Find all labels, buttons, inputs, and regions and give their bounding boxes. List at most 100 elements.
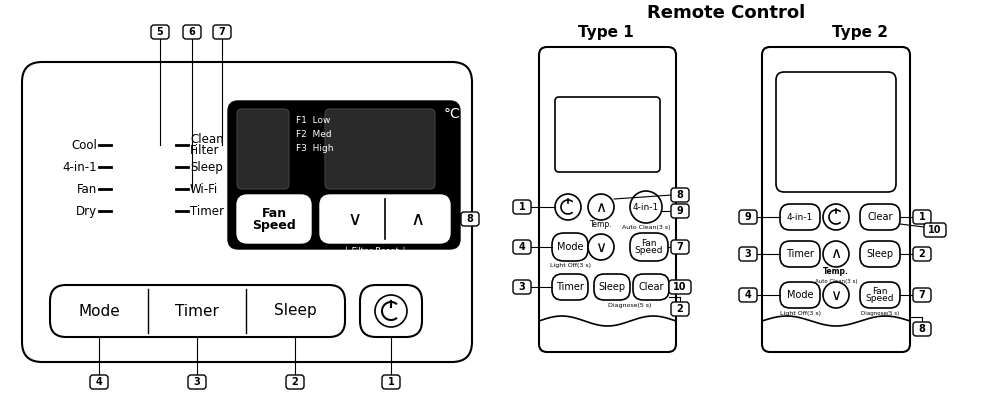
- Text: 2: 2: [292, 377, 299, 387]
- Circle shape: [555, 194, 581, 220]
- FancyBboxPatch shape: [913, 210, 931, 224]
- FancyBboxPatch shape: [188, 375, 206, 389]
- FancyBboxPatch shape: [860, 241, 900, 267]
- Text: 6: 6: [188, 27, 195, 37]
- Text: Fan: Fan: [77, 183, 97, 196]
- Text: Light Off(3 s): Light Off(3 s): [549, 264, 591, 269]
- Text: Temp.: Temp.: [823, 267, 849, 276]
- Text: 1: 1: [387, 377, 394, 387]
- FancyBboxPatch shape: [633, 274, 669, 300]
- FancyBboxPatch shape: [776, 72, 896, 192]
- Text: ∨: ∨: [596, 239, 606, 254]
- Text: Auto Clean(3 s): Auto Clean(3 s): [622, 224, 670, 229]
- FancyBboxPatch shape: [671, 204, 689, 218]
- FancyBboxPatch shape: [22, 62, 472, 362]
- FancyBboxPatch shape: [780, 241, 820, 267]
- Circle shape: [588, 234, 614, 260]
- Text: Mode: Mode: [787, 290, 813, 300]
- Text: Diagnose(5 s): Diagnose(5 s): [608, 302, 652, 307]
- Circle shape: [630, 191, 662, 223]
- FancyBboxPatch shape: [237, 109, 289, 189]
- Circle shape: [823, 282, 849, 308]
- FancyBboxPatch shape: [913, 247, 931, 261]
- Text: 2: 2: [676, 304, 683, 314]
- Text: Fan
Speed: Fan Speed: [866, 286, 894, 304]
- Text: Clear: Clear: [868, 212, 892, 222]
- Circle shape: [823, 204, 849, 230]
- Circle shape: [375, 295, 407, 327]
- Text: 9: 9: [744, 212, 751, 222]
- Text: Light Off(3 s): Light Off(3 s): [780, 311, 820, 316]
- Text: °C: °C: [444, 107, 460, 121]
- Text: Dry: Dry: [76, 204, 97, 218]
- FancyBboxPatch shape: [671, 302, 689, 316]
- Text: Type 2: Type 2: [832, 25, 888, 40]
- Text: 4-in-1: 4-in-1: [62, 161, 97, 173]
- FancyBboxPatch shape: [671, 240, 689, 254]
- Text: Cool: Cool: [71, 138, 97, 151]
- FancyBboxPatch shape: [669, 280, 691, 294]
- Text: ∧: ∧: [411, 209, 425, 229]
- FancyBboxPatch shape: [325, 109, 435, 189]
- Text: ∨: ∨: [830, 287, 842, 302]
- FancyBboxPatch shape: [630, 233, 668, 261]
- Text: Mode: Mode: [557, 242, 584, 252]
- FancyBboxPatch shape: [913, 288, 931, 302]
- FancyBboxPatch shape: [671, 188, 689, 202]
- FancyBboxPatch shape: [237, 195, 311, 243]
- Text: 2: 2: [919, 249, 926, 259]
- Text: Clear: Clear: [638, 282, 664, 292]
- Text: Clean
Filter: Clean Filter: [190, 133, 224, 157]
- Text: F1  Low: F1 Low: [296, 116, 330, 125]
- Text: Fan
Speed: Fan Speed: [635, 239, 664, 256]
- Text: 8: 8: [466, 214, 473, 224]
- Text: Diagnose(5 s): Diagnose(5 s): [861, 311, 899, 316]
- Text: 4-in-1: 4-in-1: [787, 213, 813, 221]
- FancyBboxPatch shape: [513, 240, 531, 254]
- Text: 8: 8: [919, 324, 926, 334]
- Text: ∧: ∧: [830, 246, 842, 261]
- FancyBboxPatch shape: [860, 204, 900, 230]
- FancyBboxPatch shape: [513, 280, 531, 294]
- FancyBboxPatch shape: [50, 285, 345, 337]
- FancyBboxPatch shape: [320, 195, 450, 243]
- FancyBboxPatch shape: [924, 223, 946, 237]
- Text: 3: 3: [193, 377, 200, 387]
- FancyBboxPatch shape: [513, 200, 531, 214]
- Text: 4: 4: [519, 242, 526, 252]
- Text: Wi-Fi: Wi-Fi: [190, 183, 218, 196]
- FancyBboxPatch shape: [762, 47, 910, 352]
- Circle shape: [588, 194, 614, 220]
- FancyBboxPatch shape: [739, 210, 757, 224]
- FancyBboxPatch shape: [213, 25, 231, 39]
- FancyBboxPatch shape: [780, 204, 820, 230]
- Text: 4-in-1: 4-in-1: [633, 203, 659, 211]
- Text: Auto Clean(3 s): Auto Clean(3 s): [814, 279, 857, 284]
- FancyBboxPatch shape: [860, 282, 900, 308]
- FancyBboxPatch shape: [552, 233, 588, 261]
- Text: 7: 7: [676, 242, 683, 252]
- Text: Timer: Timer: [190, 204, 224, 218]
- Text: 10: 10: [673, 282, 687, 292]
- Text: Temp.: Temp.: [590, 219, 612, 229]
- Text: 4: 4: [744, 290, 751, 300]
- Circle shape: [823, 241, 849, 267]
- FancyBboxPatch shape: [461, 212, 479, 226]
- FancyBboxPatch shape: [780, 282, 820, 308]
- Text: F3  High: F3 High: [296, 143, 333, 153]
- Text: 1: 1: [519, 202, 526, 212]
- Text: Sleep: Sleep: [190, 161, 223, 173]
- FancyBboxPatch shape: [90, 375, 108, 389]
- FancyBboxPatch shape: [555, 97, 660, 172]
- Text: Sleep: Sleep: [867, 249, 893, 259]
- FancyBboxPatch shape: [286, 375, 304, 389]
- Text: Sleep: Sleep: [599, 282, 625, 292]
- Text: Remote Control: Remote Control: [647, 4, 806, 22]
- Text: Timer: Timer: [556, 282, 584, 292]
- Text: 5: 5: [157, 27, 164, 37]
- FancyBboxPatch shape: [183, 25, 201, 39]
- FancyBboxPatch shape: [594, 274, 630, 300]
- Text: ∧: ∧: [596, 199, 606, 214]
- Text: Fan
Speed: Fan Speed: [252, 206, 296, 231]
- Text: Timer: Timer: [786, 249, 813, 259]
